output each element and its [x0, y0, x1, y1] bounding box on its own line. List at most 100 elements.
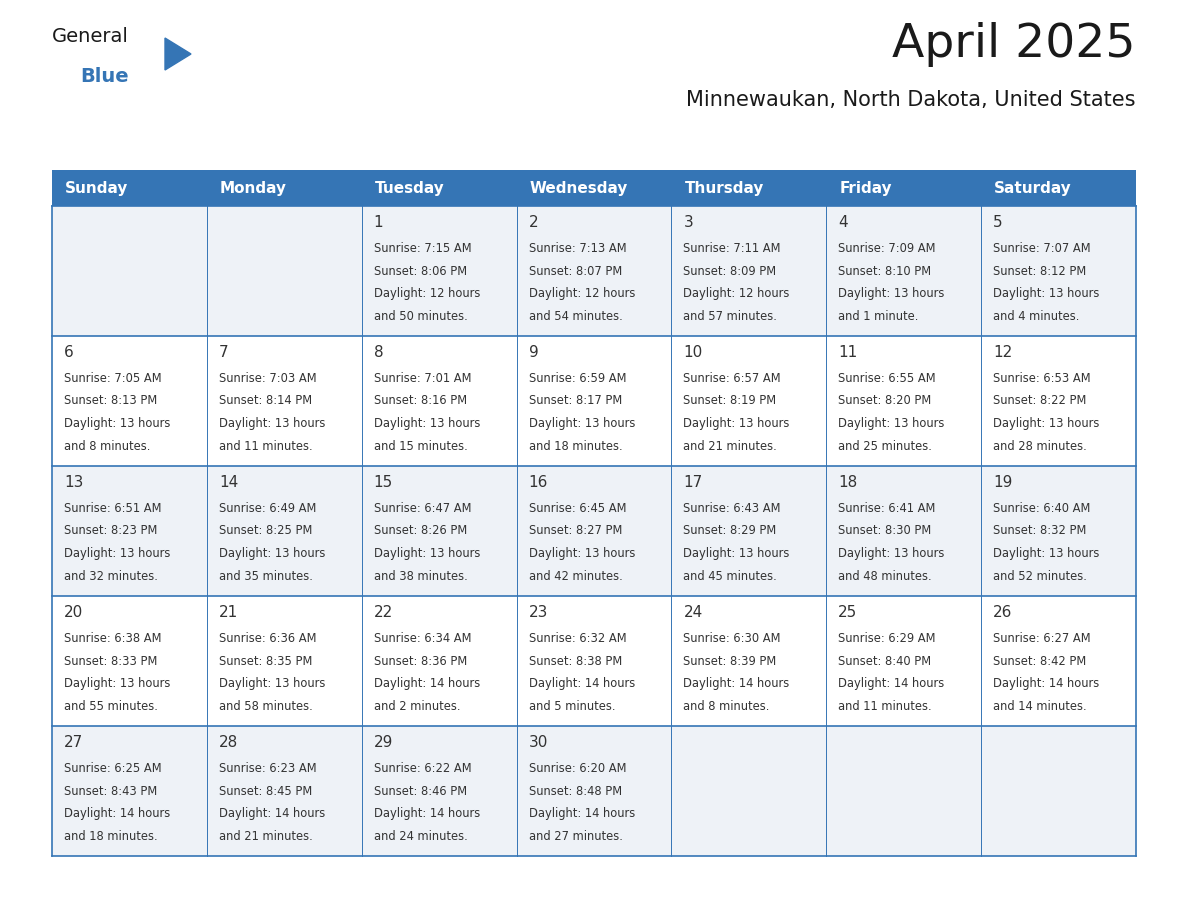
Text: Sunset: 8:25 PM: Sunset: 8:25 PM	[219, 524, 312, 538]
Text: Sunrise: 6:27 AM: Sunrise: 6:27 AM	[993, 632, 1091, 645]
Text: Daylight: 13 hours: Daylight: 13 hours	[993, 417, 1100, 430]
Text: Daylight: 13 hours: Daylight: 13 hours	[683, 417, 790, 430]
Text: Daylight: 14 hours: Daylight: 14 hours	[374, 807, 480, 820]
Text: Sunrise: 7:13 AM: Sunrise: 7:13 AM	[529, 242, 626, 255]
Text: 14: 14	[219, 475, 238, 490]
Text: Daylight: 14 hours: Daylight: 14 hours	[529, 677, 634, 690]
Text: Sunrise: 6:30 AM: Sunrise: 6:30 AM	[683, 632, 781, 645]
Text: 12: 12	[993, 345, 1012, 360]
Text: Sunset: 8:43 PM: Sunset: 8:43 PM	[64, 785, 157, 798]
Text: and 8 minutes.: and 8 minutes.	[64, 440, 151, 453]
Text: and 4 minutes.: and 4 minutes.	[993, 309, 1080, 322]
Text: and 1 minute.: and 1 minute.	[839, 309, 918, 322]
Text: and 52 minutes.: and 52 minutes.	[993, 569, 1087, 583]
Bar	[52, 206, 1136, 336]
Text: Daylight: 14 hours: Daylight: 14 hours	[993, 677, 1099, 690]
Bar	[52, 726, 1136, 856]
Text: 2: 2	[529, 215, 538, 230]
Text: Sunset: 8:22 PM: Sunset: 8:22 PM	[993, 395, 1087, 408]
Text: Sunset: 8:46 PM: Sunset: 8:46 PM	[374, 785, 467, 798]
Text: and 57 minutes.: and 57 minutes.	[683, 309, 777, 322]
Text: 22: 22	[374, 605, 393, 620]
Text: Daylight: 14 hours: Daylight: 14 hours	[529, 807, 634, 820]
Bar	[52, 466, 1136, 596]
Text: Daylight: 14 hours: Daylight: 14 hours	[64, 807, 170, 820]
Text: Sunrise: 6:55 AM: Sunrise: 6:55 AM	[839, 372, 936, 385]
Text: Sunrise: 7:01 AM: Sunrise: 7:01 AM	[374, 372, 472, 385]
Text: 17: 17	[683, 475, 702, 490]
Text: Monday: Monday	[220, 181, 286, 196]
Text: 26: 26	[993, 605, 1012, 620]
Text: and 35 minutes.: and 35 minutes.	[219, 569, 312, 583]
Text: Daylight: 13 hours: Daylight: 13 hours	[374, 547, 480, 560]
Text: Daylight: 13 hours: Daylight: 13 hours	[839, 287, 944, 300]
Text: Daylight: 13 hours: Daylight: 13 hours	[683, 547, 790, 560]
Text: and 54 minutes.: and 54 minutes.	[529, 309, 623, 322]
Text: Sunrise: 6:49 AM: Sunrise: 6:49 AM	[219, 502, 316, 515]
Text: Sunrise: 7:11 AM: Sunrise: 7:11 AM	[683, 242, 781, 255]
Text: Sunset: 8:40 PM: Sunset: 8:40 PM	[839, 655, 931, 667]
Text: Sunset: 8:26 PM: Sunset: 8:26 PM	[374, 524, 467, 538]
Text: 23: 23	[529, 605, 548, 620]
Text: and 14 minutes.: and 14 minutes.	[993, 700, 1087, 712]
Bar	[52, 170, 1136, 206]
Text: Sunset: 8:16 PM: Sunset: 8:16 PM	[374, 395, 467, 408]
Text: and 58 minutes.: and 58 minutes.	[219, 700, 312, 712]
Text: and 18 minutes.: and 18 minutes.	[529, 440, 623, 453]
Text: Sunrise: 6:36 AM: Sunrise: 6:36 AM	[219, 632, 316, 645]
Text: Sunrise: 6:25 AM: Sunrise: 6:25 AM	[64, 762, 162, 775]
Text: Sunrise: 6:34 AM: Sunrise: 6:34 AM	[374, 632, 472, 645]
Text: 24: 24	[683, 605, 702, 620]
Text: Sunrise: 6:51 AM: Sunrise: 6:51 AM	[64, 502, 162, 515]
Text: Sunset: 8:48 PM: Sunset: 8:48 PM	[529, 785, 621, 798]
Text: Sunset: 8:20 PM: Sunset: 8:20 PM	[839, 395, 931, 408]
Text: 15: 15	[374, 475, 393, 490]
Text: 1: 1	[374, 215, 384, 230]
Text: 9: 9	[529, 345, 538, 360]
Text: and 5 minutes.: and 5 minutes.	[529, 700, 615, 712]
Text: Daylight: 13 hours: Daylight: 13 hours	[839, 547, 944, 560]
Text: Daylight: 14 hours: Daylight: 14 hours	[683, 677, 790, 690]
Text: Sunset: 8:14 PM: Sunset: 8:14 PM	[219, 395, 312, 408]
Text: Sunrise: 7:09 AM: Sunrise: 7:09 AM	[839, 242, 936, 255]
Text: Sunset: 8:32 PM: Sunset: 8:32 PM	[993, 524, 1087, 538]
Text: Sunset: 8:06 PM: Sunset: 8:06 PM	[374, 264, 467, 277]
Text: and 38 minutes.: and 38 minutes.	[374, 569, 467, 583]
Text: Tuesday: Tuesday	[374, 181, 444, 196]
Text: Sunday: Sunday	[65, 181, 128, 196]
Text: Daylight: 12 hours: Daylight: 12 hours	[374, 287, 480, 300]
Text: Sunset: 8:07 PM: Sunset: 8:07 PM	[529, 264, 621, 277]
Text: Wednesday: Wednesday	[530, 181, 628, 196]
Text: 10: 10	[683, 345, 702, 360]
Text: Sunrise: 6:38 AM: Sunrise: 6:38 AM	[64, 632, 162, 645]
Text: 5: 5	[993, 215, 1003, 230]
Text: and 50 minutes.: and 50 minutes.	[374, 309, 467, 322]
Text: and 45 minutes.: and 45 minutes.	[683, 569, 777, 583]
Text: 27: 27	[64, 735, 83, 750]
Text: Daylight: 13 hours: Daylight: 13 hours	[839, 417, 944, 430]
Text: 11: 11	[839, 345, 858, 360]
Text: Blue: Blue	[80, 67, 128, 86]
Text: Sunset: 8:29 PM: Sunset: 8:29 PM	[683, 524, 777, 538]
Text: Thursday: Thursday	[684, 181, 764, 196]
Text: and 55 minutes.: and 55 minutes.	[64, 700, 158, 712]
Text: Sunset: 8:10 PM: Sunset: 8:10 PM	[839, 264, 931, 277]
Text: and 2 minutes.: and 2 minutes.	[374, 700, 460, 712]
Text: Daylight: 14 hours: Daylight: 14 hours	[839, 677, 944, 690]
Text: and 48 minutes.: and 48 minutes.	[839, 569, 931, 583]
Text: Sunset: 8:30 PM: Sunset: 8:30 PM	[839, 524, 931, 538]
Text: Sunset: 8:13 PM: Sunset: 8:13 PM	[64, 395, 157, 408]
Text: Minnewaukan, North Dakota, United States: Minnewaukan, North Dakota, United States	[687, 90, 1136, 110]
Text: 4: 4	[839, 215, 848, 230]
Bar	[52, 596, 1136, 726]
Text: Daylight: 12 hours: Daylight: 12 hours	[529, 287, 634, 300]
Text: Sunset: 8:45 PM: Sunset: 8:45 PM	[219, 785, 312, 798]
Text: Saturday: Saturday	[994, 181, 1072, 196]
Text: and 25 minutes.: and 25 minutes.	[839, 440, 933, 453]
Text: Daylight: 13 hours: Daylight: 13 hours	[993, 547, 1100, 560]
Text: Friday: Friday	[839, 181, 892, 196]
Text: and 32 minutes.: and 32 minutes.	[64, 569, 158, 583]
Text: Sunset: 8:33 PM: Sunset: 8:33 PM	[64, 655, 157, 667]
Text: Sunrise: 6:23 AM: Sunrise: 6:23 AM	[219, 762, 316, 775]
Text: April 2025: April 2025	[892, 22, 1136, 67]
